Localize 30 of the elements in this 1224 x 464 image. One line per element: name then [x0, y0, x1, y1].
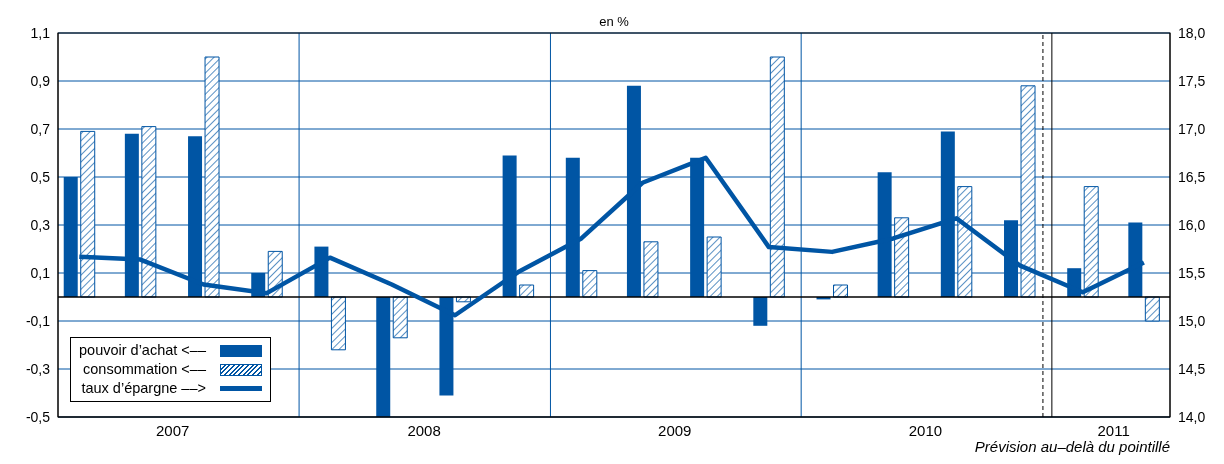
y2-tick-label: 16,5: [1178, 168, 1206, 185]
x-tick-label: 2009: [658, 421, 692, 439]
y2-tick-label: 18,0: [1178, 24, 1206, 41]
y-tick-label: 0,7: [30, 120, 51, 137]
bar: [519, 284, 535, 298]
bar: [833, 284, 849, 298]
y-tick-label: 0,3: [30, 216, 51, 233]
legend-label: consommation <––: [83, 360, 206, 379]
chart-title: en %: [598, 14, 630, 29]
x-tick-label: 2011: [1097, 421, 1130, 439]
legend-label: pouvoir d’achat <––: [79, 341, 206, 360]
y-tick-label: -0,3: [25, 360, 51, 377]
y-tick-label: 1,1: [30, 24, 51, 41]
y2-tick-label: 15,0: [1178, 312, 1206, 329]
y2-tick-label: 15,5: [1178, 264, 1206, 281]
y2-tick-label: 17,5: [1178, 72, 1206, 89]
y-tick-label: -0,5: [25, 408, 51, 425]
ref-line-label: Prévision au–delà du pointillé: [974, 438, 1170, 455]
y2-tick-label: 17,0: [1178, 120, 1206, 137]
y-tick-label: 0,5: [30, 168, 51, 185]
y2-tick-label: 16,0: [1178, 216, 1206, 233]
legend-label: taux d’épargne ––>: [81, 379, 206, 398]
y-tick-label: -0,1: [25, 312, 51, 329]
x-tick-label: 2010: [908, 421, 943, 439]
x-tick-label: 2007: [156, 421, 190, 439]
y2-tick-label: 14,5: [1178, 360, 1206, 377]
y2-tick-label: 14,0: [1178, 408, 1206, 425]
y-tick-label: 0,9: [30, 72, 51, 89]
x-tick-label: 2008: [407, 421, 441, 439]
y-tick-label: 0,1: [30, 264, 51, 281]
